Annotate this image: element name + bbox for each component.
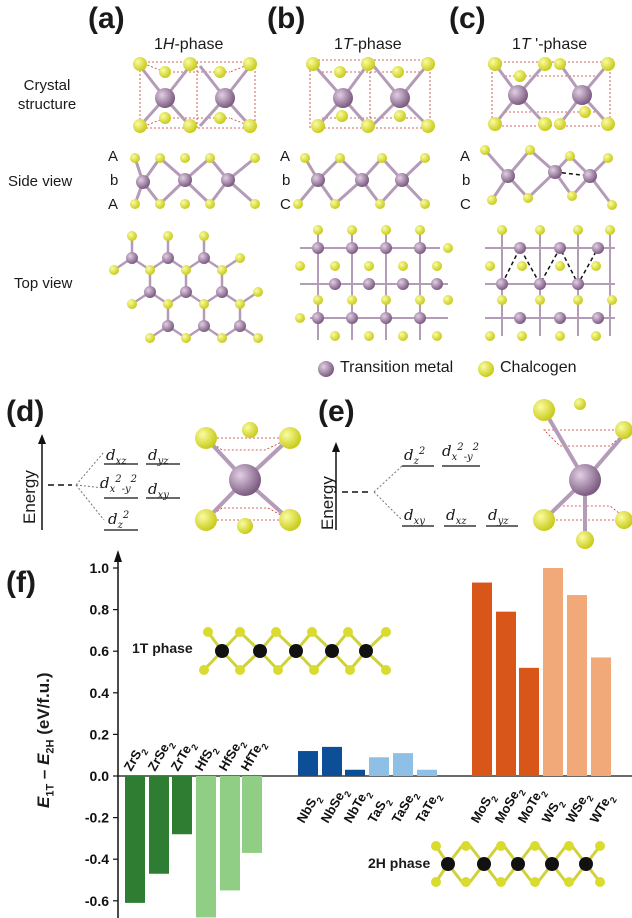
orbital-d-dxz: dxz	[106, 446, 127, 467]
bar-TaTe2	[417, 769, 437, 776]
y-tick-label-8: -0.6	[85, 893, 109, 909]
orbital-e-dxy: dxy	[404, 506, 425, 527]
category-label-WTe2: WTe2	[587, 791, 619, 828]
category-label-WSe2: WSe2	[563, 789, 596, 827]
inset-1t-label: 1T phase	[132, 640, 193, 656]
structure-illustrations	[109, 57, 617, 377]
y-tick-label-2: 0.6	[90, 643, 110, 659]
bar-NbSe2	[322, 746, 342, 776]
stacking-a-3: A	[108, 196, 119, 213]
y-tick-label-7: -0.4	[85, 851, 109, 867]
panel-a-letter: (a)	[88, 2, 125, 35]
bar-HfS2	[196, 776, 216, 918]
panel-d-letter: (d)	[6, 395, 45, 428]
y-tick-label-3: 0.4	[90, 685, 110, 701]
bar-MoS2	[472, 582, 492, 776]
stacking-c-2: b	[462, 172, 471, 189]
orbital-d-dx2y2: dx2-y2	[100, 474, 138, 495]
y-axis-label: E1T – E2H (eV/f.u.)	[34, 672, 57, 808]
legend-metal-marker	[318, 361, 334, 377]
y-tick-label-4: 0.2	[90, 726, 110, 742]
inset-2h-structure	[431, 841, 605, 887]
panel-e-letter: (e)	[318, 395, 355, 428]
row-label-crystal: Crystal structure	[17, 77, 77, 113]
row-label-top: Top view	[14, 275, 73, 292]
bar-HfTe2	[242, 776, 262, 853]
phase-title-1h: 1H-phase	[154, 36, 224, 53]
category-label-NbS2: NbS2	[294, 791, 326, 827]
stacking-c-3: C	[460, 196, 471, 213]
y-tick-label-0: 1.0	[90, 560, 110, 576]
row-label-side: Side view	[8, 173, 73, 190]
bar-HfSe2	[220, 776, 240, 891]
phase-title-1t: 1T-phase	[334, 36, 402, 53]
bar-WTe2	[591, 657, 611, 776]
orbital-d-dz2: dz2	[108, 510, 130, 531]
inset-2h-label: 2H phase	[368, 855, 431, 871]
bar-WSe2	[567, 595, 587, 776]
stacking-c-1: A	[460, 148, 471, 165]
legend-chalcogen-marker	[478, 361, 494, 377]
energy-difference-chart: 1.00.80.60.40.20.0-0.2-0.4-0.6 ZrS2ZrSe2…	[85, 550, 632, 918]
bar-NbTe2	[345, 769, 365, 776]
bar-ZrTe2	[172, 776, 192, 835]
category-label-ZrS2: ZrS2	[121, 743, 151, 776]
stacking-b-3: C	[280, 196, 291, 213]
orbital-e-dyz: dyz	[488, 506, 509, 527]
category-label-WS2: WS2	[539, 796, 568, 828]
phase-title-1tprime: 1T '-phase	[512, 36, 588, 53]
y-tick-label-1: 0.8	[90, 602, 110, 618]
stacking-b-2: b	[282, 172, 291, 189]
stacking-a-1: A	[108, 148, 119, 165]
bar-MoSe2	[496, 611, 516, 776]
bar-WS2	[543, 568, 563, 776]
legend-metal-label: Transition metal	[340, 359, 454, 376]
category-label-MoS2: MoS2	[468, 790, 501, 828]
y-axis-arrow	[114, 550, 122, 562]
bar-TaS2	[369, 757, 389, 776]
orbital-e-dx2y2: dx2-y2	[442, 442, 480, 463]
stacking-b-1: A	[280, 148, 291, 165]
orbital-d-dyz: dyz	[148, 446, 169, 467]
panel-f-letter: (f)	[6, 566, 36, 599]
orbital-e-dxz: dxz	[446, 506, 467, 527]
panel-b-letter: (b)	[267, 2, 306, 35]
orbital-e-dz2: dz2	[404, 446, 426, 467]
legend-chalcogen-label: Chalcogen	[500, 359, 577, 376]
bar-TaSe2	[393, 753, 413, 776]
bar-MoTe2	[519, 667, 539, 776]
y-tick-label-6: -0.2	[85, 810, 109, 826]
stacking-a-2: b	[110, 172, 119, 189]
bar-NbS2	[298, 751, 318, 776]
bar-ZrSe2	[149, 776, 169, 874]
y-tick-label-5: 0.0	[90, 768, 110, 784]
bar-ZrS2	[125, 776, 145, 903]
panel-c-letter: (c)	[449, 2, 486, 35]
inset-1t-structure	[199, 627, 391, 675]
orbital-diagrams	[38, 398, 632, 549]
orbital-d-dxy: dxy	[148, 480, 169, 501]
